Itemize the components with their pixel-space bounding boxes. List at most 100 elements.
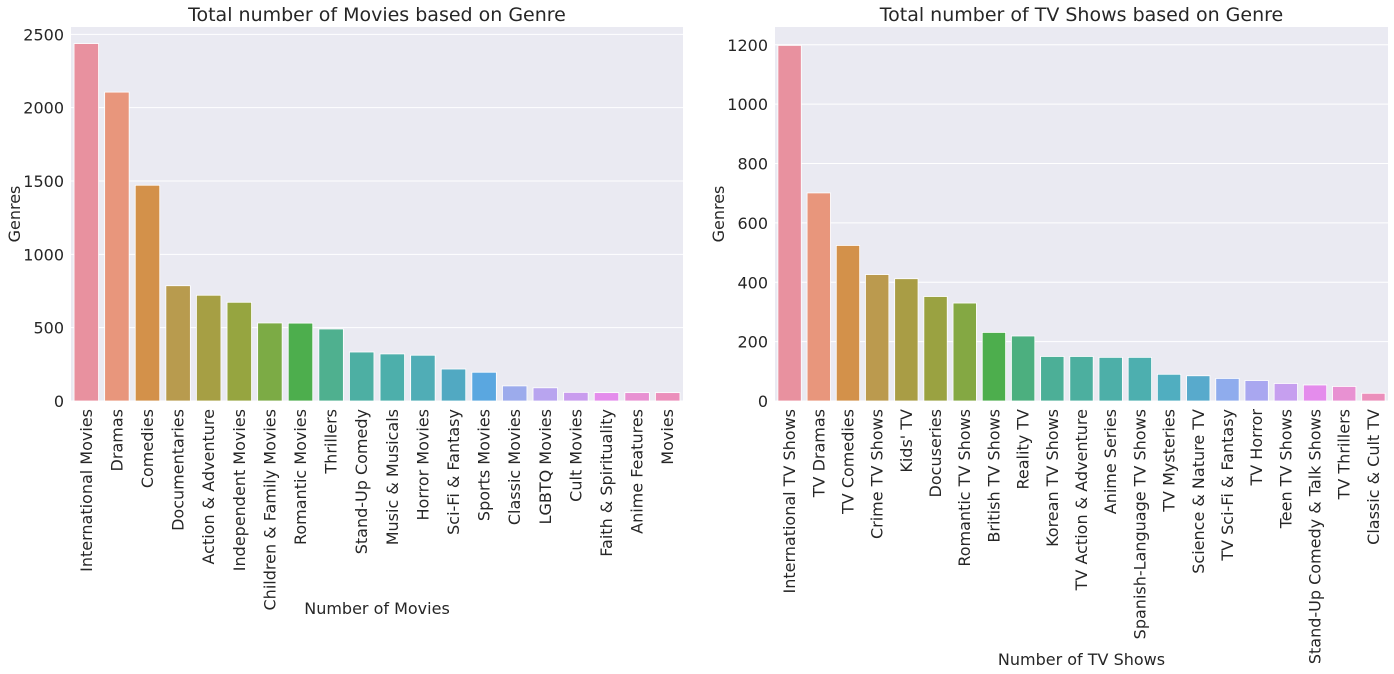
tv-bar bbox=[1215, 378, 1240, 402]
tv-xtick-label: Korean TV Shows bbox=[1043, 409, 1062, 547]
tv-ytick-label: 1200 bbox=[727, 36, 768, 55]
tv-xtick-label: TV Dramas bbox=[809, 409, 828, 498]
tv-chart-title: Total number of TV Shows based on Genre bbox=[879, 4, 1283, 26]
movies-ytick-label: 2500 bbox=[23, 25, 64, 44]
tv-xtick-label: Teen TV Shows bbox=[1276, 409, 1295, 529]
movies-bar bbox=[165, 285, 191, 402]
movies-ytick-label: 2000 bbox=[23, 99, 64, 118]
tv-xtick-label: Docuseries bbox=[926, 409, 945, 497]
tv-bar bbox=[894, 278, 919, 402]
movies-xtick-label: Action & Adventure bbox=[199, 409, 218, 565]
movies-xtick-label: Romantic Movies bbox=[291, 409, 310, 545]
tv-ytick-label: 400 bbox=[737, 273, 768, 292]
movies-bar bbox=[563, 391, 589, 402]
movies-ytick-label: 0 bbox=[54, 392, 64, 411]
movies-xtick-label: Stand-Up Comedy bbox=[352, 409, 371, 554]
tv-ytick-label: 800 bbox=[737, 155, 768, 174]
movies-xtick-label: International Movies bbox=[77, 409, 96, 572]
tv-xtick-label: Kids' TV bbox=[897, 409, 916, 473]
tv-ytick-label: 600 bbox=[737, 214, 768, 233]
tv-xtick-label: TV Horror bbox=[1247, 409, 1266, 487]
tv-xtick-label: TV Comedies bbox=[838, 409, 857, 515]
movies-bar bbox=[624, 392, 650, 402]
movies-ytick-label: 1500 bbox=[23, 172, 64, 191]
tv-xtick-label: Science & Nature TV bbox=[1189, 409, 1208, 574]
movies-bar bbox=[287, 322, 314, 402]
movies-bar bbox=[379, 353, 405, 402]
tv-xtick-label: TV Thrillers bbox=[1335, 409, 1354, 500]
tv-xtick-label: Stand-Up Comedy & Talk Shows bbox=[1306, 409, 1325, 664]
tv-bar bbox=[835, 245, 861, 402]
movies-bar bbox=[655, 392, 681, 402]
movies-bar bbox=[73, 43, 99, 402]
movies-chart: 0 500 1000 1500 2000 2500 International Movies… bbox=[5, 4, 683, 618]
movies-xtick-label: Music & Musicals bbox=[383, 409, 402, 545]
tv-bar bbox=[981, 332, 1007, 402]
tv-xtick-label: TV Action & Adventure bbox=[1072, 409, 1091, 591]
tv-xtick-label: Reality TV bbox=[1014, 409, 1033, 490]
tv-bar bbox=[1011, 335, 1036, 402]
tv-bar bbox=[1069, 356, 1094, 402]
movies-bar bbox=[593, 392, 620, 402]
tv-bar bbox=[1244, 380, 1269, 402]
movies-xtick-label: Thrillers bbox=[322, 409, 341, 475]
movies-xtick-label: Classic Movies bbox=[505, 409, 524, 525]
tv-xtick-label: Anime Series bbox=[1101, 409, 1120, 514]
tv-bar bbox=[923, 296, 948, 402]
tv-ytick-label: 0 bbox=[758, 392, 768, 411]
tv-y-axis-label: Genres bbox=[709, 186, 728, 243]
movies-xtick-label: Sports Movies bbox=[475, 409, 494, 521]
movies-bar bbox=[196, 294, 222, 402]
tv-chart: 0 200 400 600 800 1000 1200 International TV Sh… bbox=[709, 4, 1388, 669]
movies-bar bbox=[532, 387, 558, 402]
tv-bar bbox=[1040, 356, 1065, 402]
movies-xtick-label: Comedies bbox=[138, 409, 157, 488]
movies-bar bbox=[440, 368, 467, 402]
tv-xtick-label: Classic & Cult TV bbox=[1364, 409, 1383, 545]
movies-xtick-label: LGBTQ Movies bbox=[536, 409, 555, 524]
movies-bar bbox=[134, 184, 161, 402]
movies-ytick-label: 1000 bbox=[23, 245, 64, 264]
movies-xtick-label: Sci-Fi & Fantasy bbox=[444, 409, 463, 535]
tv-x-axis-label: Number of TV Shows bbox=[998, 650, 1165, 669]
tv-ytick-label: 200 bbox=[737, 333, 768, 352]
tv-bar bbox=[1186, 375, 1211, 402]
movies-plot-area bbox=[71, 27, 683, 401]
tv-bar bbox=[952, 302, 977, 402]
movies-bar bbox=[410, 354, 436, 402]
tv-bar bbox=[1302, 384, 1328, 402]
movies-x-axis-label: Number of Movies bbox=[304, 599, 450, 618]
tv-bar bbox=[1156, 373, 1182, 402]
movies-bar bbox=[257, 322, 283, 402]
movies-bar bbox=[104, 91, 130, 402]
movies-y-axis-label: Genres bbox=[5, 186, 24, 243]
tv-bar bbox=[1127, 356, 1152, 402]
movies-xtick-label: Documentaries bbox=[169, 409, 188, 531]
movies-xtick-label: Horror Movies bbox=[413, 409, 432, 520]
movies-xtick-label: Dramas bbox=[107, 409, 126, 471]
tv-ytick-label: 1000 bbox=[727, 95, 768, 114]
movies-bar bbox=[471, 371, 497, 402]
movies-chart-title: Total number of Movies based on Genre bbox=[187, 4, 566, 26]
tv-bar bbox=[777, 45, 802, 402]
tv-xtick-label: TV Mysteries bbox=[1160, 409, 1179, 513]
tv-xtick-label: TV Sci-Fi & Fantasy bbox=[1218, 409, 1237, 562]
movies-xtick-label: Movies bbox=[658, 409, 677, 465]
tv-bar bbox=[1098, 356, 1123, 402]
tv-xtick-label: Spanish-Language TV Shows bbox=[1130, 409, 1149, 639]
movies-ytick-label: 500 bbox=[33, 319, 64, 338]
movies-xtick-label: Faith & Spirituality bbox=[597, 409, 616, 557]
movies-xtick-label: Children & Family Movies bbox=[260, 409, 279, 610]
movies-xtick-label: Anime Features bbox=[628, 409, 647, 534]
movies-bar bbox=[349, 351, 375, 402]
movies-bar bbox=[226, 301, 252, 402]
movies-bar bbox=[318, 328, 344, 402]
tv-xtick-label: International TV Shows bbox=[780, 409, 799, 594]
tv-xtick-label: Romantic TV Shows bbox=[955, 409, 974, 567]
tv-bar bbox=[1332, 386, 1357, 402]
tv-xtick-label: Crime TV Shows bbox=[868, 409, 887, 539]
movies-bar bbox=[502, 385, 528, 402]
tv-bar bbox=[1273, 383, 1298, 402]
tv-bar bbox=[865, 274, 890, 402]
